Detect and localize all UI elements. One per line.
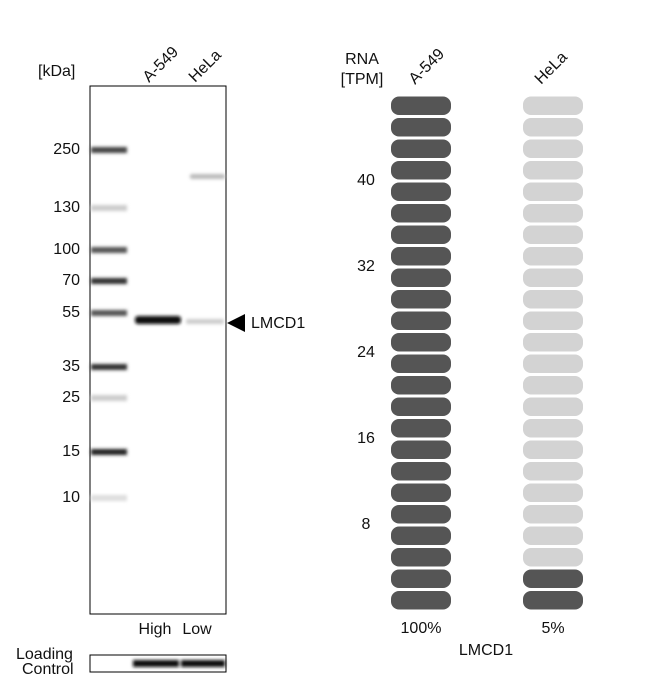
value-label: 100% <box>401 620 442 637</box>
pill <box>523 505 583 524</box>
pill <box>391 505 451 524</box>
lane-label: HeLa <box>186 47 225 86</box>
pill <box>391 591 451 610</box>
ladder-band <box>91 205 127 211</box>
pill <box>391 247 451 266</box>
pill <box>523 526 583 545</box>
sample-label: HeLa <box>532 49 571 88</box>
pill <box>523 139 583 158</box>
pill <box>523 591 583 610</box>
pill <box>523 548 583 567</box>
pill <box>523 333 583 352</box>
pill <box>523 569 583 588</box>
pill <box>391 96 451 115</box>
unit: [kDa] <box>38 63 75 80</box>
loading-bands <box>133 660 225 667</box>
band <box>133 660 179 667</box>
pill <box>391 311 451 330</box>
lane-label: A-549 <box>140 44 182 86</box>
ladder <box>91 147 127 501</box>
marker-label: 130 <box>53 199 80 216</box>
pill <box>391 483 451 502</box>
band <box>135 316 181 324</box>
pill <box>391 462 451 481</box>
level-label: High <box>139 621 172 638</box>
loading-label: Loading <box>16 646 73 663</box>
marker-label: 15 <box>62 443 80 460</box>
marker-label: 25 <box>62 389 80 406</box>
ladder-band <box>91 364 127 370</box>
pill <box>523 376 583 395</box>
marker-label: 250 <box>53 141 80 158</box>
pill <box>523 290 583 309</box>
arrow <box>227 314 245 332</box>
gene-label: LMCD1 <box>459 642 513 659</box>
pill <box>391 161 451 180</box>
pill <box>523 225 583 244</box>
pill <box>391 333 451 352</box>
pill <box>391 440 451 459</box>
ladder-band <box>91 495 127 501</box>
target-label: LMCD1 <box>251 315 305 332</box>
pill <box>391 397 451 416</box>
pill-column <box>523 96 583 610</box>
rna-title: RNA <box>345 51 379 68</box>
pill <box>523 354 583 373</box>
blot-frame <box>89 85 227 615</box>
pill <box>391 376 451 395</box>
pill <box>523 204 583 223</box>
pill <box>523 397 583 416</box>
pill <box>523 440 583 459</box>
pill <box>391 569 451 588</box>
y-tick-label: 8 <box>362 516 371 533</box>
ladder-band <box>91 310 127 316</box>
value-label: 5% <box>541 620 564 637</box>
pill <box>523 419 583 438</box>
ladder-band <box>91 395 127 401</box>
y-tick-label: 24 <box>357 344 375 361</box>
pill <box>523 161 583 180</box>
pill <box>391 290 451 309</box>
pill <box>391 548 451 567</box>
pill <box>523 483 583 502</box>
pill <box>391 118 451 137</box>
pill <box>391 204 451 223</box>
pill <box>523 247 583 266</box>
band <box>190 174 225 179</box>
ladder-band <box>91 449 127 455</box>
pill <box>391 419 451 438</box>
pill-column <box>391 96 451 610</box>
level-label: Low <box>182 621 212 638</box>
pill <box>523 462 583 481</box>
pill <box>523 268 583 287</box>
marker-label: 10 <box>62 489 80 506</box>
y-tick-label: 32 <box>357 258 375 275</box>
blot-bands <box>135 174 225 324</box>
marker-label: 70 <box>62 272 80 289</box>
y-tick-label: 40 <box>357 172 375 189</box>
pill <box>391 354 451 373</box>
pill <box>391 182 451 201</box>
pill <box>391 225 451 244</box>
loading-label: Control <box>22 661 74 677</box>
ladder-band <box>91 247 127 253</box>
pill <box>523 118 583 137</box>
sample-label: A-549 <box>406 46 448 88</box>
marker-label: 55 <box>62 304 80 321</box>
pill <box>523 311 583 330</box>
band <box>186 319 224 324</box>
pill <box>391 526 451 545</box>
y-tick-label: 16 <box>357 430 375 447</box>
marker-label: 100 <box>53 241 80 258</box>
pill <box>391 268 451 287</box>
band <box>181 660 225 667</box>
rna-title: [TPM] <box>341 71 384 88</box>
ladder-band <box>91 278 127 284</box>
pill <box>523 182 583 201</box>
marker-label: 35 <box>62 358 80 375</box>
pill <box>523 96 583 115</box>
pill <box>391 139 451 158</box>
ladder-band <box>91 147 127 153</box>
